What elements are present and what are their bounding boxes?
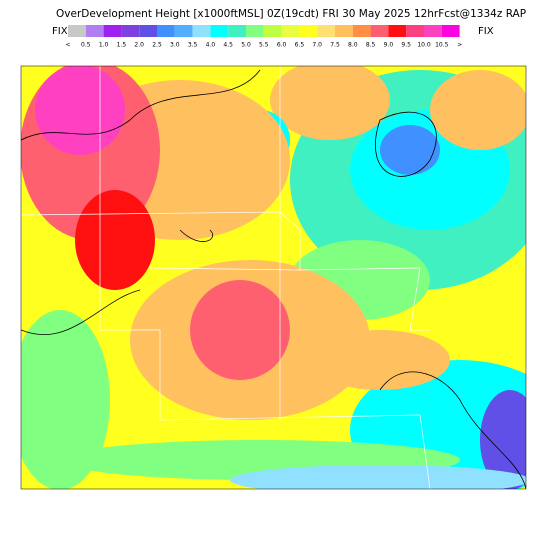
field: [230, 465, 526, 489]
legend-label: 4.0: [206, 42, 216, 49]
legend-swatch: [263, 25, 282, 37]
legend-swatch: [174, 25, 193, 37]
state-borders: [21, 66, 431, 489]
legend-label: >: [457, 42, 462, 49]
field: [480, 390, 526, 489]
legend-swatch: [299, 25, 318, 37]
legend-swatch: [228, 25, 246, 37]
field: [310, 330, 450, 390]
legend-label: 1.5: [117, 42, 127, 49]
legend-label: 3.0: [170, 42, 180, 49]
legend-label: 5.5: [259, 42, 269, 49]
legend-swatch: [103, 25, 122, 37]
fix-right: FIX: [478, 26, 494, 37]
map-frame: [20, 65, 527, 490]
legend-label: 3.5: [188, 42, 198, 49]
legend-swatch: [157, 25, 175, 37]
field: [430, 70, 526, 150]
legend-label: 1.0: [99, 42, 109, 49]
field: [35, 66, 125, 155]
legend-label: 8.5: [366, 42, 376, 49]
map: [20, 65, 527, 490]
field: [380, 125, 440, 175]
legend-label: 6.0: [277, 42, 287, 49]
legend-label: 2.0: [134, 42, 144, 49]
legend-label: 7.0: [312, 42, 322, 49]
field: [75, 190, 155, 290]
legend-label: 10.5: [435, 42, 449, 49]
legend-label: 0.5: [81, 42, 91, 49]
legend-label: 6.5: [295, 42, 305, 49]
legend-swatch: [246, 25, 264, 37]
legend-swatch: [388, 25, 407, 37]
legend-swatch: [68, 25, 86, 37]
legend-swatch: [85, 25, 104, 37]
legend-swatch: [210, 25, 229, 37]
legend-label: 9.0: [384, 42, 394, 49]
legend-swatch: [139, 25, 157, 37]
legend-swatch: [370, 25, 389, 37]
legend-label: 9.5: [401, 42, 411, 49]
field: [21, 310, 110, 489]
fix-left: FIX: [52, 26, 68, 37]
title: OverDevelopment Height [x1000ftMSL] 0Z(1…: [56, 8, 526, 20]
field: [190, 280, 290, 380]
legend-swatch: [121, 25, 140, 37]
legend-swatch: [281, 25, 300, 37]
legend-swatch: [424, 25, 442, 37]
field: [270, 66, 390, 140]
legend-label: 8.0: [348, 42, 358, 49]
legend-swatch: [406, 25, 424, 37]
legend-label: 4.5: [223, 42, 233, 49]
legend-label: 2.5: [152, 42, 162, 49]
legend-label: <: [65, 42, 70, 49]
legend-swatch: [441, 25, 460, 37]
legend-label: 10.0: [417, 42, 431, 49]
contours: [21, 69, 526, 489]
legend-label: 5.0: [241, 42, 251, 49]
legend-swatch: [335, 25, 353, 37]
legend-swatch: [192, 25, 211, 37]
legend-swatch: [352, 25, 371, 37]
color-legend: <0.5 1.0 1.5 2.0 2.5 3.0 3.5 4.0 4.5 5.0 5.5 6.0 6.5…: [65, 25, 462, 49]
legend-label: 7.5: [330, 42, 340, 49]
legend-swatch: [317, 25, 335, 37]
